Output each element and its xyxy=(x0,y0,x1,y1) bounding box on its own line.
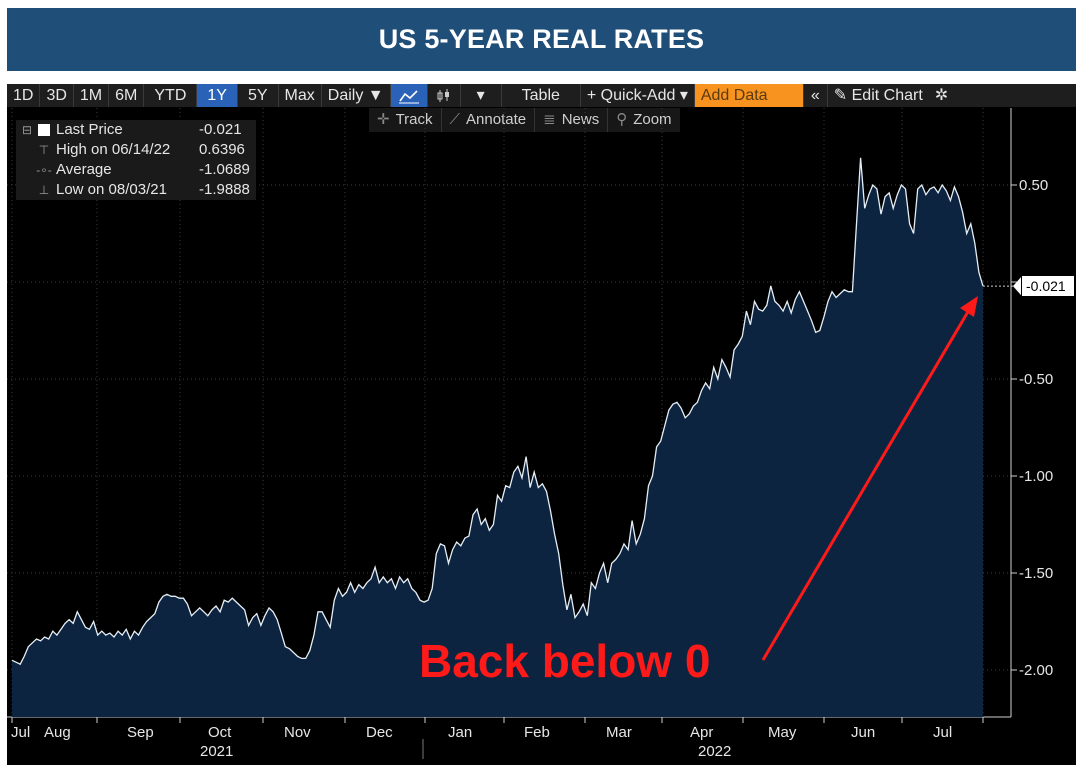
x-tick-label: Oct xyxy=(208,724,232,741)
y-tick-label: -0.50 xyxy=(1019,371,1053,388)
range-3d-button[interactable]: 3D xyxy=(40,84,74,107)
range-ytd-button[interactable]: YTD xyxy=(144,84,198,107)
table-button[interactable]: Table xyxy=(502,84,581,107)
range-max-button[interactable]: Max xyxy=(279,84,322,107)
collapse-button[interactable]: « xyxy=(804,84,828,107)
track-button[interactable]: ✛ Track xyxy=(369,108,442,132)
line-chart-glyph xyxy=(398,90,419,104)
news-icon: ≣ xyxy=(543,111,556,128)
zoom-label: Zoom xyxy=(633,111,672,128)
pencil-icon: ✎ xyxy=(833,87,852,104)
candlestick-icon[interactable] xyxy=(428,84,461,107)
range-5y-button[interactable]: 5Y xyxy=(238,84,279,107)
legend-low-label: Low on 08/03/21 xyxy=(56,181,167,198)
chart-title: US 5-YEAR REAL RATES xyxy=(378,24,705,54)
track-label: Track xyxy=(395,111,433,128)
x-tick-label: Apr xyxy=(690,724,713,741)
frequency-dropdown[interactable]: Daily ▼ xyxy=(322,84,391,107)
average-marker-icon: -∘- xyxy=(36,163,52,177)
legend-row-average: -∘- Average -1.0689 xyxy=(16,160,256,180)
candlestick-glyph xyxy=(437,88,449,102)
add-data-input[interactable]: Add Data xyxy=(694,84,804,107)
x-tick-label: Jan xyxy=(448,724,472,741)
legend-row-last: ⊟ Last Price -0.021 xyxy=(16,120,256,140)
x-tick-label: Dec xyxy=(366,724,393,741)
y-tick-label: -2.00 xyxy=(1019,662,1053,679)
range-1d-button[interactable]: 1D xyxy=(7,84,41,107)
x-tick-label: Jul xyxy=(11,724,30,741)
legend-high-value: 0.6396 xyxy=(199,141,245,158)
y-tick-label: -1.00 xyxy=(1019,468,1053,485)
annotation-arrow-head xyxy=(960,296,978,317)
toolbar: 1D 3D 1M 6M YTD 1Y 5Y Max Daily ▼ ▾ Tabl… xyxy=(7,84,1076,107)
x-tick-label: Nov xyxy=(284,724,311,741)
range-6m-button[interactable]: 6M xyxy=(109,84,145,107)
range-1m-button[interactable]: 1M xyxy=(74,84,110,107)
legend-average-value: -1.0689 xyxy=(199,161,250,178)
zoom-button[interactable]: ⚲ Zoom xyxy=(608,108,679,132)
last-value-tag: -0.021 xyxy=(1022,276,1074,296)
x-tick-label: Mar xyxy=(606,724,632,741)
year-label-2022: 2022 xyxy=(698,743,731,760)
legend-last-value: -0.021 xyxy=(199,121,242,138)
high-marker-icon: ⊤ xyxy=(38,143,50,157)
annotate-icon: ⟋ xyxy=(449,111,461,128)
range-1y-button[interactable]: 1Y xyxy=(197,84,238,107)
chart-tools-bar: ✛ Track ⟋ Annotate ≣ News ⚲ Zoom xyxy=(369,108,680,132)
magnifier-icon: ⚲ xyxy=(616,111,628,128)
news-label: News xyxy=(561,111,600,128)
series-line xyxy=(11,157,984,666)
legend-row-high: ⊤ High on 06/14/22 0.6396 xyxy=(16,140,256,160)
quick-add-button[interactable]: + Quick-Add ▾ xyxy=(581,84,695,107)
gear-icon[interactable]: ✲ xyxy=(934,87,949,104)
y-tick-label: -1.50 xyxy=(1019,565,1053,582)
edit-chart-button[interactable]: ✎ Edit Chart xyxy=(828,84,929,107)
annotate-button[interactable]: ⟋ Annotate xyxy=(442,108,536,132)
bloomberg-chart-panel: 1D 3D 1M 6M YTD 1Y 5Y Max Daily ▼ ▾ Tabl… xyxy=(7,84,1076,765)
news-button[interactable]: ≣ News xyxy=(535,108,609,132)
series-area xyxy=(12,157,983,718)
x-tick-label: Jul xyxy=(933,724,952,741)
title-bar: US 5-YEAR REAL RATES xyxy=(7,8,1076,71)
chart-canvas[interactable]: 0.50 -0.50 -1.00 -1.50 -2.00 Jul Aug Sep Oct Nov D… xyxy=(7,84,1076,765)
legend-row-low: ⊥ Low on 08/03/21 -1.9888 xyxy=(16,180,256,200)
legend-last-label: Last Price xyxy=(56,121,123,138)
low-marker-icon: ⊥ xyxy=(38,183,50,197)
x-tick-label: Feb xyxy=(524,724,550,741)
legend-average-label: Average xyxy=(56,161,112,178)
legend-low-value: -1.9888 xyxy=(199,181,250,198)
annotation-text: Back below 0 xyxy=(419,635,711,687)
crosshair-icon: ✛ xyxy=(377,111,390,128)
x-tick-label: May xyxy=(768,724,797,741)
annotation-arrow-shaft xyxy=(761,309,971,661)
legend-box: ⊟ Last Price -0.021 ⊤ High on 06/14/22 0… xyxy=(16,120,256,200)
edit-chart-label: Edit Chart xyxy=(851,87,923,104)
legend-high-label: High on 06/14/22 xyxy=(56,141,171,158)
y-tick-label: 0.50 xyxy=(1019,177,1048,194)
last-price-pointer xyxy=(1013,277,1021,296)
line-chart-icon[interactable] xyxy=(390,84,428,107)
year-label-2021: 2021 xyxy=(200,743,233,760)
x-tick-label: Sep xyxy=(127,724,154,741)
collapse-legend-icon[interactable]: ⊟ xyxy=(21,123,33,137)
x-tick-label: Aug xyxy=(44,724,71,741)
chart-type-dropdown[interactable]: ▾ xyxy=(461,84,502,107)
annotate-label: Annotate xyxy=(466,111,527,128)
series-swatch xyxy=(38,124,50,136)
x-tick-label: Jun xyxy=(851,724,875,741)
